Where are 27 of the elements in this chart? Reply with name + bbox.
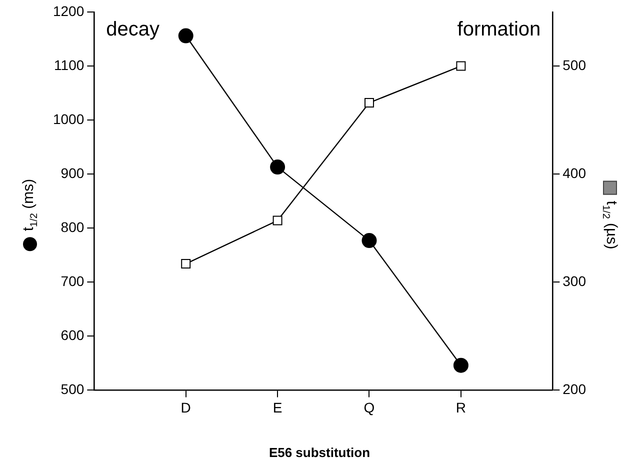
- y-tick-label: 1200: [52, 2, 84, 19]
- point: [270, 160, 286, 175]
- y-tick-label: 900: [60, 164, 84, 181]
- point: [272, 216, 282, 226]
- y-tick-label: 500: [60, 381, 84, 398]
- y-tick-label: 700: [60, 273, 84, 289]
- y-tick-label: 1100: [54, 56, 84, 73]
- point: [364, 98, 374, 108]
- y2-tick-label: 200: [562, 381, 586, 398]
- x-axis-title: E56 substitution: [268, 445, 370, 460]
- y2-tick-label: 400: [562, 164, 586, 181]
- x-tick-label: E: [272, 399, 282, 416]
- point: [181, 259, 191, 269]
- y-tick-label: 600: [60, 327, 84, 344]
- point: [453, 358, 468, 373]
- x-tick-label: D: [180, 399, 191, 416]
- y-tick-label: 800: [60, 218, 84, 235]
- point: [178, 28, 194, 44]
- point: [362, 233, 377, 248]
- y2-tick-label: 500: [562, 56, 586, 73]
- x-tick-label: R: [456, 399, 466, 416]
- y-tick-label: 1000: [52, 110, 84, 127]
- y2-tick-label: 300: [562, 273, 586, 289]
- x-tick-label: Q: [364, 399, 375, 416]
- annotation: formation: [457, 18, 541, 41]
- annotation: decay: [106, 18, 160, 41]
- point: [456, 61, 466, 71]
